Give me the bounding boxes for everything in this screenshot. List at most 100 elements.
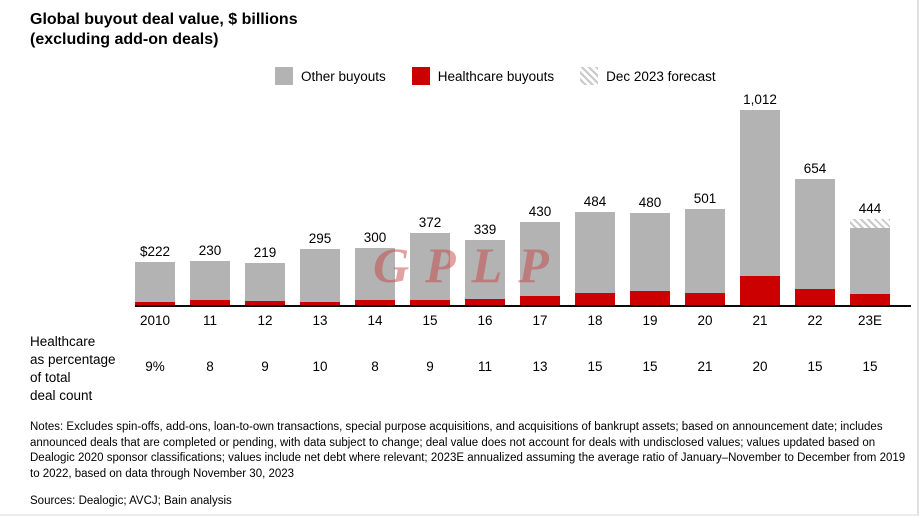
title-line-2: (excluding add-on deals): [30, 31, 219, 48]
bar-segment-healthcare: [630, 291, 670, 305]
bar-segment-healthcare: [740, 276, 780, 305]
other-buyouts-swatch-icon: [275, 67, 293, 85]
legend: Other buyouts Healthcare buyouts Dec 202…: [275, 66, 903, 86]
healthcare-buyouts-swatch-icon: [411, 67, 430, 85]
bar-segment-other: [575, 212, 615, 293]
bar-value-label: 480: [638, 195, 662, 210]
bar-column-16: 339: [465, 222, 505, 305]
bar-value-label: 484: [583, 194, 607, 209]
bar-segment-healthcare: [575, 293, 615, 305]
year-label-18: 18: [587, 313, 603, 328]
bar-segment-other: [465, 240, 505, 299]
bar-segment-healthcare: [685, 293, 725, 305]
bar-segment-other: [795, 179, 835, 289]
bar-segment-other: [190, 261, 230, 300]
year-label-19: 19: [642, 313, 658, 328]
bar-segment-other: [245, 263, 285, 301]
bar-column-11: 230: [190, 243, 230, 305]
bar-value-label: 430: [528, 204, 552, 219]
bar-value-label: 372: [418, 215, 442, 230]
bar-column-2010: $222: [135, 244, 175, 305]
bar-column-21: 1,012: [740, 92, 780, 305]
bar-segment-other: [135, 262, 175, 302]
notes-text: Notes: Excludes spin-offs, add-ons, loan…: [30, 421, 906, 480]
year-label-12: 12: [257, 313, 273, 328]
bar-segment-other: [520, 222, 560, 296]
bar-value-label: 339: [473, 222, 497, 237]
year-label-22: 22: [807, 313, 823, 328]
healthcare-pct-value: 15: [587, 359, 603, 374]
chart-area: $222 230 219 295 300 372 339 430 484 480 501 1,012 6…: [30, 90, 911, 412]
bar-segment-healthcare: [355, 300, 395, 305]
bar-column-18: 484: [575, 194, 615, 305]
year-label-13: 13: [312, 313, 328, 328]
bar-value-label: 501: [693, 191, 717, 206]
bar-column-15: 372: [410, 215, 450, 305]
healthcare-pct-value: 11: [477, 359, 492, 374]
bar-segment-forecast: [850, 219, 890, 228]
bar-column-20: 501: [685, 191, 725, 305]
bar-segment-other: [410, 233, 450, 300]
pct-row-label: Healthcare as percentage of total deal c…: [30, 333, 134, 405]
legend-item-other-buyouts: Other buyouts: [275, 67, 386, 85]
year-label-14: 14: [367, 313, 383, 328]
bar-segment-healthcare: [520, 296, 560, 305]
bar-value-label: 654: [803, 161, 827, 176]
bar-segment-other: [355, 248, 395, 300]
year-label-20: 20: [697, 313, 713, 328]
forecast-hatch-swatch-icon: [580, 67, 599, 85]
legend-label: Healthcare buyouts: [437, 68, 555, 84]
bar-column-19: 480: [630, 195, 670, 305]
bar-segment-healthcare: [850, 294, 890, 305]
healthcare-pct-value: 9: [426, 359, 434, 374]
healthcare-pct-value: 9%: [145, 359, 165, 374]
pct-row-label-line: as percentage: [30, 352, 116, 367]
healthcare-pct-value: 20: [752, 359, 768, 374]
bar-column-13: 295: [300, 231, 340, 305]
legend-item-healthcare-buyouts: Healthcare buyouts: [411, 67, 555, 85]
pct-row-label-line: deal count: [30, 388, 93, 403]
healthcare-pct-value: 21: [697, 359, 713, 374]
page-title: Global buyout deal value, $ billions (ex…: [30, 10, 903, 50]
bar-segment-other: [630, 213, 670, 291]
bar-segment-healthcare: [410, 300, 450, 305]
bar-value-label: 295: [308, 231, 332, 246]
bar-segment-other: [300, 249, 340, 302]
bar-segment-healthcare: [190, 300, 230, 305]
bar-column-12: 219: [245, 245, 285, 305]
year-axis-row: 2010 11 12 13 14 15 16 17 18 19 20 21 22 23E: [135, 313, 890, 328]
legend-label: Other buyouts: [301, 68, 386, 84]
healthcare-pct-value: 15: [807, 359, 823, 374]
pct-row-label-line: Healthcare: [30, 334, 96, 349]
year-label-23E: 23E: [857, 313, 883, 328]
bar-value-label: 444: [858, 201, 882, 216]
bar-column-17: 430: [520, 204, 560, 305]
healthcare-pct-row: 9% 8 9 10 8 9 11 13 15 15 21 20 15 15: [135, 359, 890, 374]
legend-item-dec-2023-forecast: Dec 2023 forecast: [580, 67, 716, 85]
year-label-2010: 2010: [139, 313, 171, 328]
title-line-1: Global buyout deal value, $ billions: [30, 11, 298, 28]
healthcare-pct-value: 13: [532, 359, 548, 374]
legend-label: Dec 2023 forecast: [606, 68, 716, 84]
bar-segment-other: [685, 209, 725, 293]
x-axis-line: [135, 305, 911, 307]
bar-segment-other: [740, 110, 780, 276]
bar-column-22: 654: [795, 161, 835, 305]
healthcare-pct-value: 15: [642, 359, 658, 374]
bar-segment-healthcare: [465, 299, 505, 305]
healthcare-pct-value: 10: [312, 359, 328, 374]
bar-column-14: 300: [355, 230, 395, 305]
bar-segment-healthcare: [795, 289, 835, 305]
year-label-17: 17: [532, 313, 548, 328]
bar-value-label: 1,012: [743, 92, 777, 107]
year-label-15: 15: [422, 313, 438, 328]
healthcare-pct-value: 8: [371, 359, 379, 374]
year-label-16: 16: [477, 313, 493, 328]
plot-area: $222 230 219 295 300 372 339 430 484 480 501 1,012 6…: [135, 90, 890, 305]
year-label-11: 11: [202, 313, 217, 328]
bar-segment-healthcare: [245, 301, 285, 305]
bar-column-23E: 444: [850, 201, 890, 305]
healthcare-pct-value: 15: [862, 359, 878, 374]
bar-value-label: 300: [363, 230, 387, 245]
